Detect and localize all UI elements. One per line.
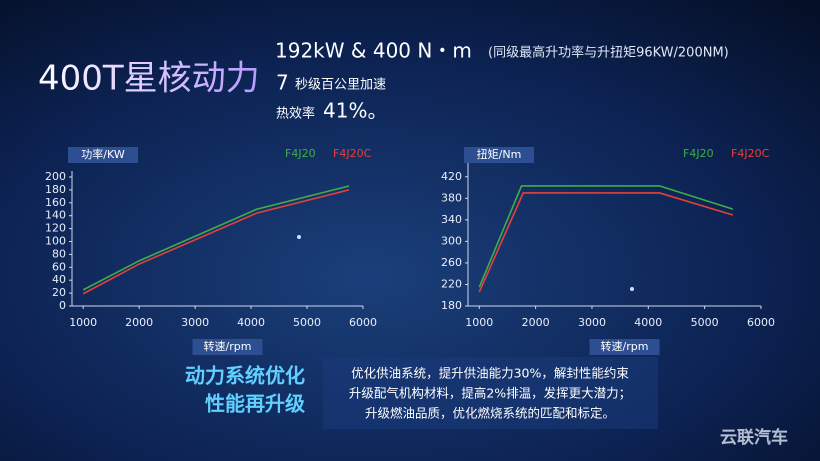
x-tick-label: 4000 xyxy=(634,316,662,329)
y-tick-label: 60 xyxy=(52,260,66,273)
x-tick-label: 5000 xyxy=(293,316,321,329)
y-tick-label: 300 xyxy=(441,234,462,247)
axis-label-box xyxy=(589,339,660,355)
y-axis-label: 功率/KW xyxy=(81,147,125,161)
accel-value: 7 xyxy=(276,71,289,95)
axis-label-box xyxy=(68,147,138,163)
series-line xyxy=(478,185,734,288)
y-tick-label: 220 xyxy=(441,277,462,290)
spec: 192kW & 400 N・m xyxy=(275,39,472,63)
x-tick-label: 5000 xyxy=(691,316,719,329)
note: 升级燃油品质，优化燃烧系统的匹配和标定。 xyxy=(365,406,615,421)
y-tick-label: 420 xyxy=(441,170,462,183)
x-tick-label: 1000 xyxy=(69,316,97,329)
accel-text: 秒级百公里加速 xyxy=(295,78,386,93)
legend-label: F4J20 xyxy=(683,147,714,160)
y-tick-label: 180 xyxy=(45,183,66,196)
note: 升级配气机构材料，提高2%排温，发挥更大潜力； xyxy=(349,386,631,401)
x-tick-label: 3000 xyxy=(181,316,209,329)
x-tick-label: 1000 xyxy=(465,316,493,329)
title: 400T星核动力 xyxy=(38,59,260,99)
y-tick-label: 380 xyxy=(441,191,462,204)
series-line xyxy=(478,192,734,293)
efficiency-text: 热效率 xyxy=(276,106,315,122)
slogan: 性能再升级 xyxy=(205,392,305,416)
series-line xyxy=(82,185,350,291)
y-tick-label: 120 xyxy=(45,222,66,235)
spec-note: (同级最高升功率与升扭矩96KW/200NM) xyxy=(488,45,729,61)
x-tick-label: 2000 xyxy=(522,316,550,329)
axis-label-box xyxy=(464,147,534,163)
star xyxy=(297,235,301,239)
series-line xyxy=(82,189,350,295)
star xyxy=(630,287,634,291)
x-axis-label: 转速/rpm xyxy=(204,339,252,353)
y-tick-label: 80 xyxy=(52,247,66,260)
notes-box xyxy=(323,357,658,429)
x-tick-label: 3000 xyxy=(578,316,606,329)
x-axis-label: 转速/rpm xyxy=(601,339,649,353)
legend-label: F4J20 xyxy=(285,147,316,160)
y-tick-label: 160 xyxy=(45,196,66,209)
y-axis-label: 扭矩/Nm xyxy=(477,147,522,161)
y-tick-label: 200 xyxy=(45,170,66,183)
slogan: 动力系统优化 xyxy=(185,364,305,388)
x-tick-label: 4000 xyxy=(237,316,265,329)
axis-label-box xyxy=(192,339,263,355)
y-tick-label: 140 xyxy=(45,209,66,222)
y-tick-label: 40 xyxy=(52,273,66,286)
x-tick-label: 2000 xyxy=(125,316,153,329)
legend-label: F4J20C xyxy=(731,147,770,160)
y-tick-label: 260 xyxy=(441,256,462,269)
legend-label: F4J20C xyxy=(333,147,372,160)
y-tick-label: 100 xyxy=(45,235,66,248)
y-tick-label: 340 xyxy=(441,213,462,226)
y-tick-label: 180 xyxy=(441,299,462,312)
efficiency-value: 41%。 xyxy=(323,99,387,123)
note: 优化供油系统，提升供油能力30%，解封性能约束 xyxy=(351,366,629,381)
watermark: 云联汽车 xyxy=(720,427,788,448)
y-tick-label: 20 xyxy=(52,286,66,299)
x-tick-label: 6000 xyxy=(349,316,377,329)
y-tick-label: 0 xyxy=(59,299,66,312)
x-tick-label: 6000 xyxy=(747,316,775,329)
